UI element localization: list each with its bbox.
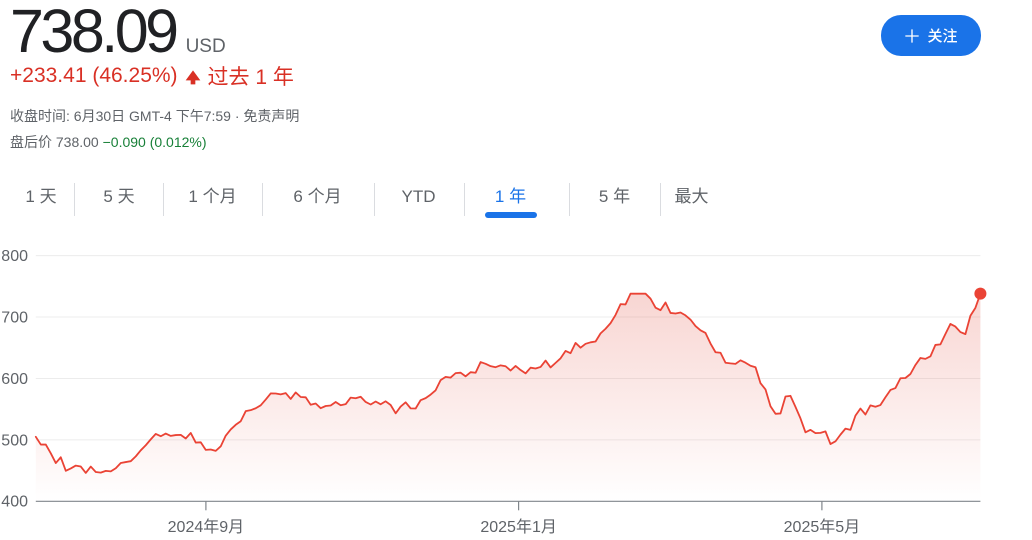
svg-text:800: 800 [1, 248, 28, 265]
svg-text:600: 600 [1, 371, 28, 388]
svg-text:700: 700 [1, 309, 28, 326]
svg-text:500: 500 [1, 432, 28, 449]
svg-text:2025年1月: 2025年1月 [480, 518, 557, 536]
svg-text:400: 400 [1, 494, 28, 511]
svg-text:2025年5月: 2025年5月 [784, 518, 861, 536]
svg-text:2024年9月: 2024年9月 [168, 518, 245, 536]
